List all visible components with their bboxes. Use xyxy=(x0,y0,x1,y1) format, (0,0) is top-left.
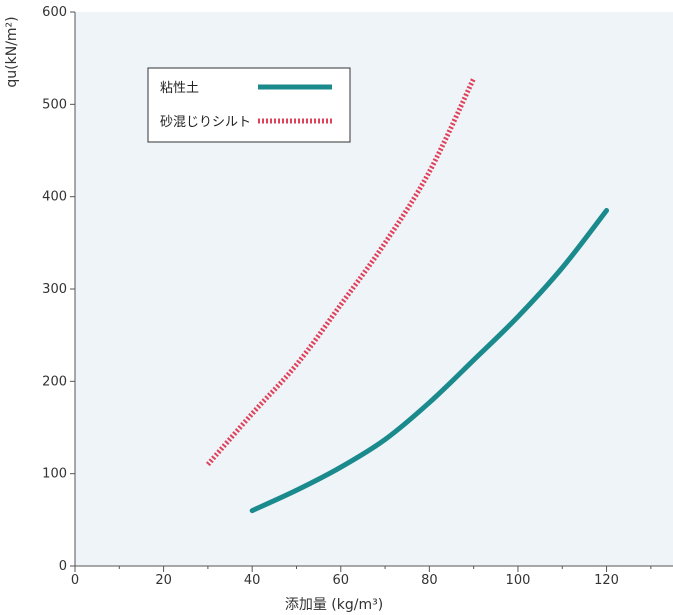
x-tick-label: 20 xyxy=(155,573,172,588)
axes: 0 100 200 300 400 500 600 0 20 40 60 80 100 120 xyxy=(42,5,673,588)
y-tick-label: 200 xyxy=(42,374,67,389)
y-tick-label: 100 xyxy=(42,467,67,482)
legend-box xyxy=(147,67,351,143)
x-tick-label: 60 xyxy=(333,573,350,588)
x-tick-label: 0 xyxy=(71,573,79,588)
y-tick-label: 600 xyxy=(42,5,67,20)
legend-label-clay: 粘性土 xyxy=(160,81,199,96)
y-tick-label: 300 xyxy=(42,282,67,297)
y-tick-label: 400 xyxy=(42,190,67,205)
x-axis-title: 添加量 (kg/m³) xyxy=(285,597,383,613)
y-tick-label: 0 xyxy=(59,559,67,574)
y-axis-title: qu(kN/m²) xyxy=(4,16,20,87)
x-tick-label: 40 xyxy=(244,573,261,588)
series-layer xyxy=(206,77,610,514)
series-line-sandy-silt xyxy=(206,77,476,467)
legend: 粘性土 砂混じりシルト xyxy=(147,67,351,143)
x-tick-label: 80 xyxy=(421,573,438,588)
y-tick-label: 500 xyxy=(42,97,67,112)
legend-label-sandy-silt: 砂混じりシルト xyxy=(160,115,251,130)
series-line-clay xyxy=(249,208,610,514)
x-tick-label: 120 xyxy=(594,573,619,588)
x-tick-label: 100 xyxy=(506,573,531,588)
